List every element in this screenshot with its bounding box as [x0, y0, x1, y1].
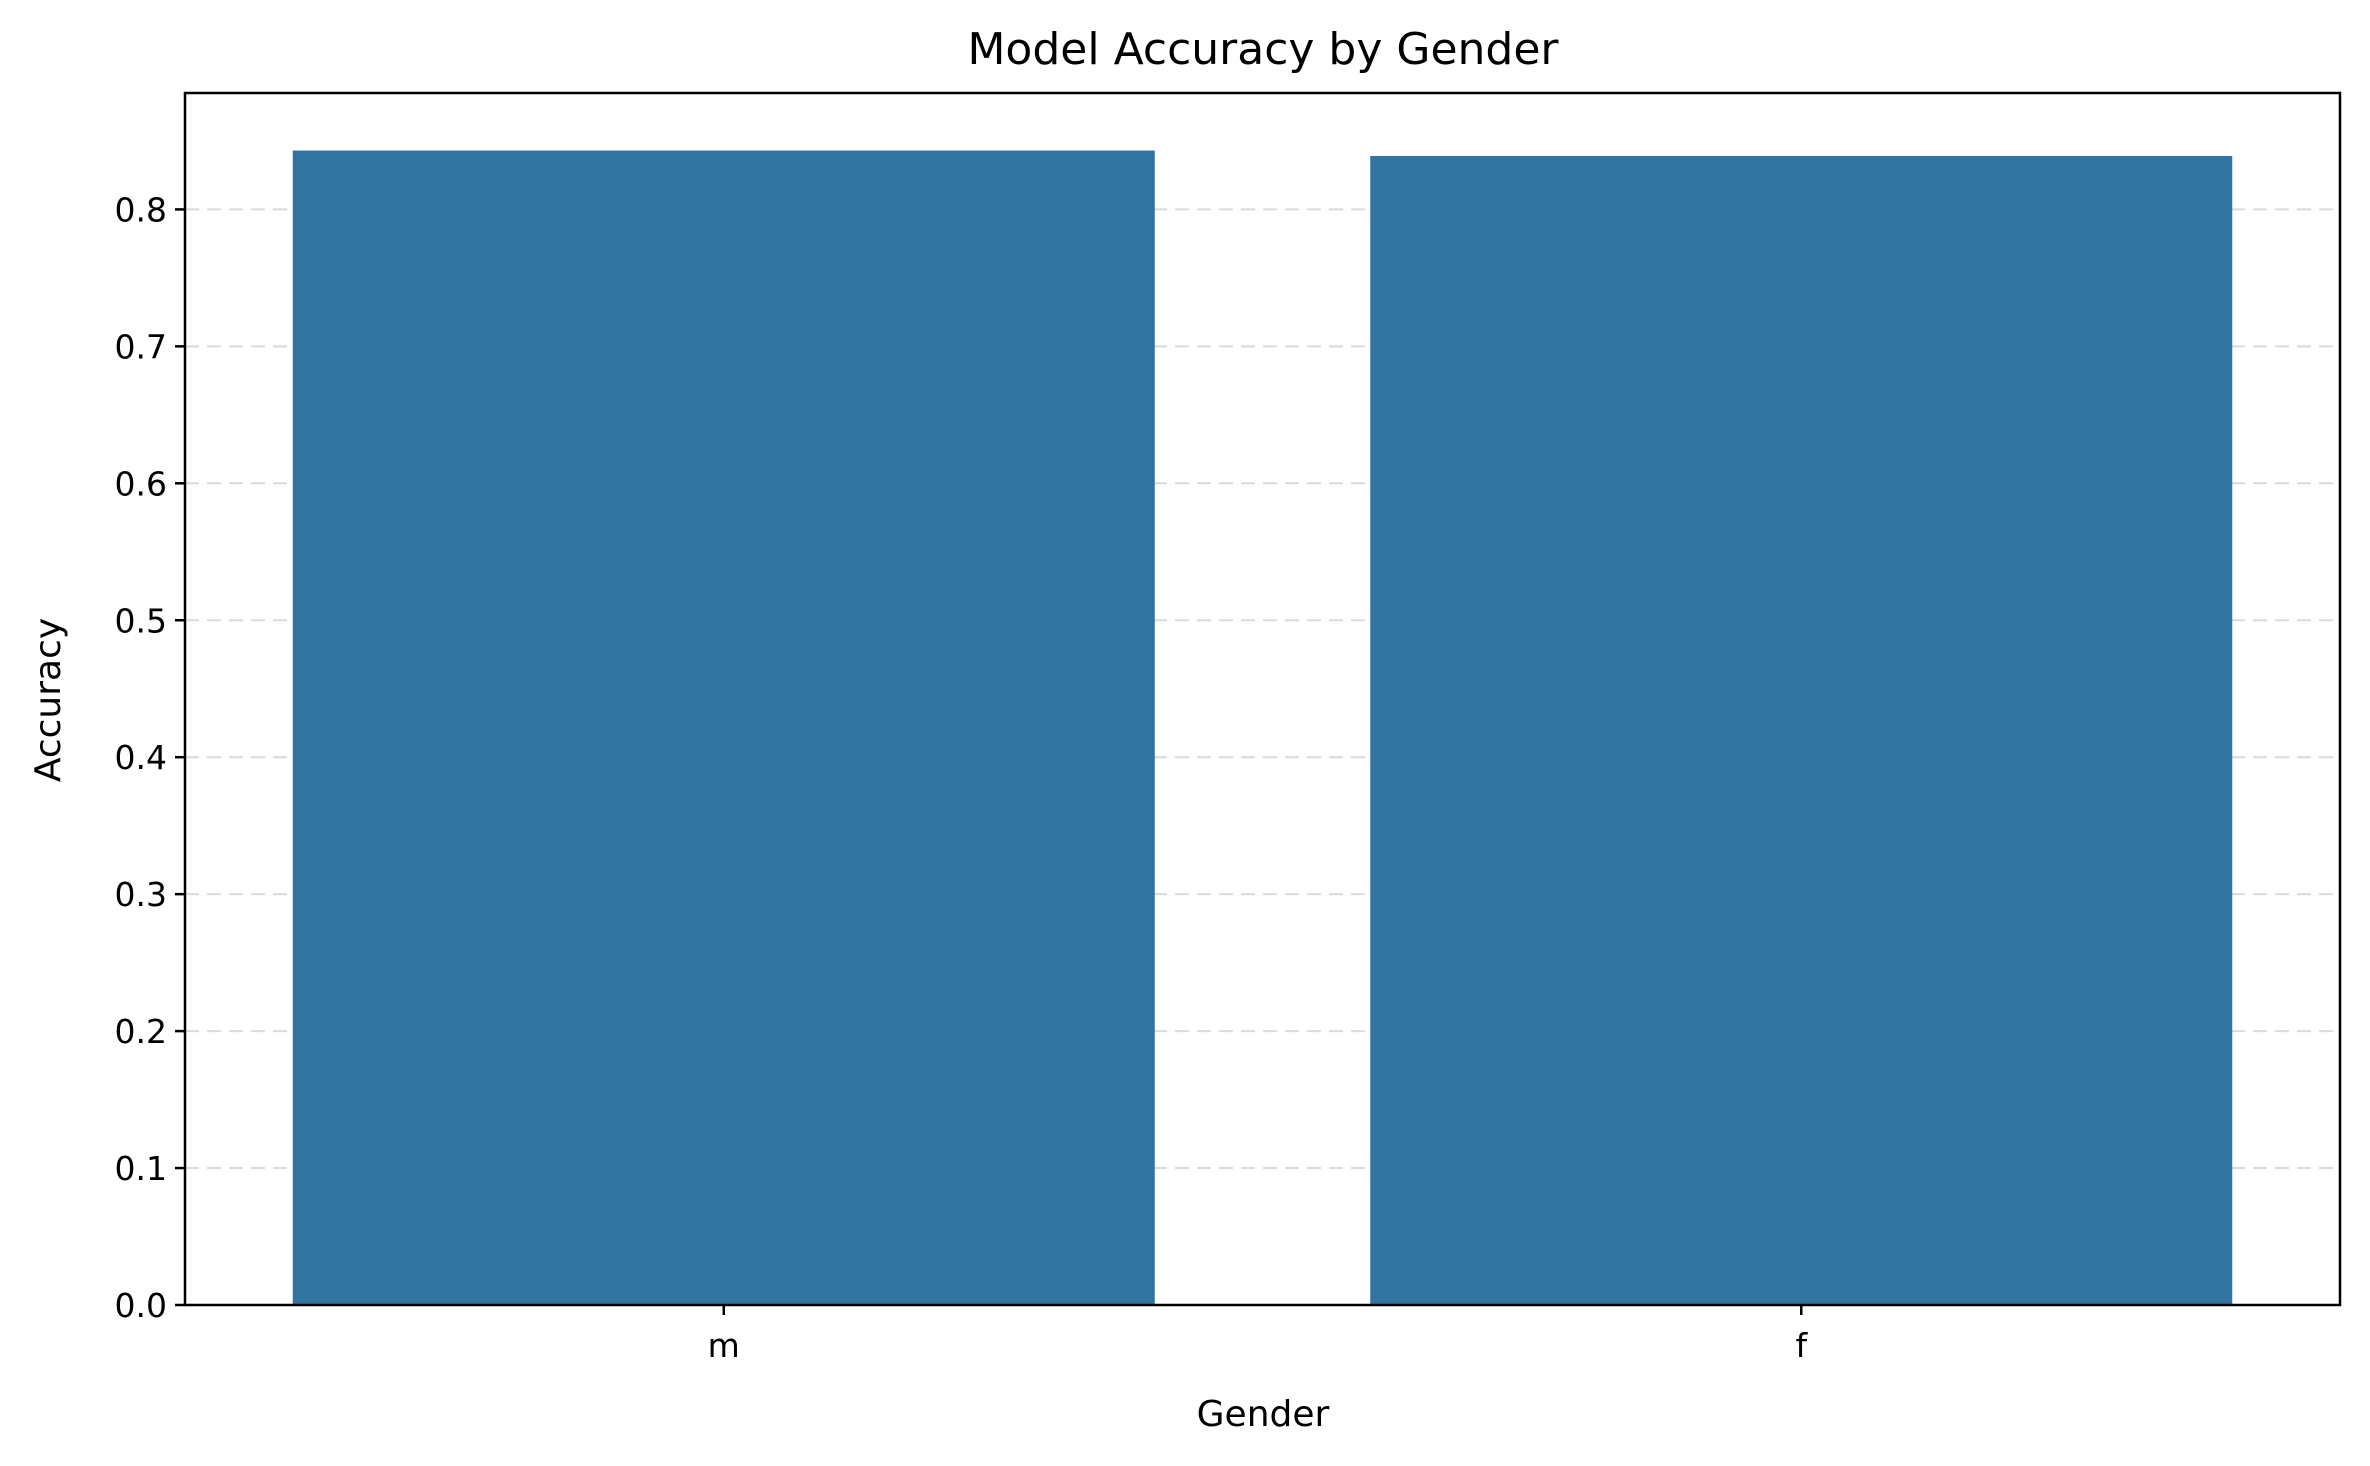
y-tick-label: 0.7 [115, 327, 167, 366]
x-tick-label: m [708, 1326, 740, 1365]
y-tick-label: 0.5 [115, 601, 167, 640]
y-tick-label: 0.2 [115, 1012, 167, 1051]
x-axis-label: Gender [1197, 1394, 1330, 1435]
plot-frame [183, 91, 2342, 1307]
bar-f [1370, 155, 2233, 1306]
bar-m [292, 150, 1155, 1305]
y-tick-label: 0.6 [115, 464, 167, 503]
y-tick-label: 0.4 [115, 738, 167, 777]
bars [292, 150, 2233, 1306]
y-axis-ticks: 0.0 0.1 0.2 0.3 0.4 0.5 0.6 0.7 0.8 [115, 190, 185, 1325]
y-tick-label: 0.8 [115, 190, 167, 229]
x-tick-label: f [1795, 1326, 1808, 1365]
y-tick-label: 0.0 [115, 1286, 167, 1325]
y-tick-label: 0.1 [115, 1149, 167, 1188]
chart-title: Model Accuracy by Gender [967, 24, 1559, 75]
y-tick-label: 0.3 [115, 875, 167, 914]
y-axis-label: Accuracy [28, 618, 69, 782]
